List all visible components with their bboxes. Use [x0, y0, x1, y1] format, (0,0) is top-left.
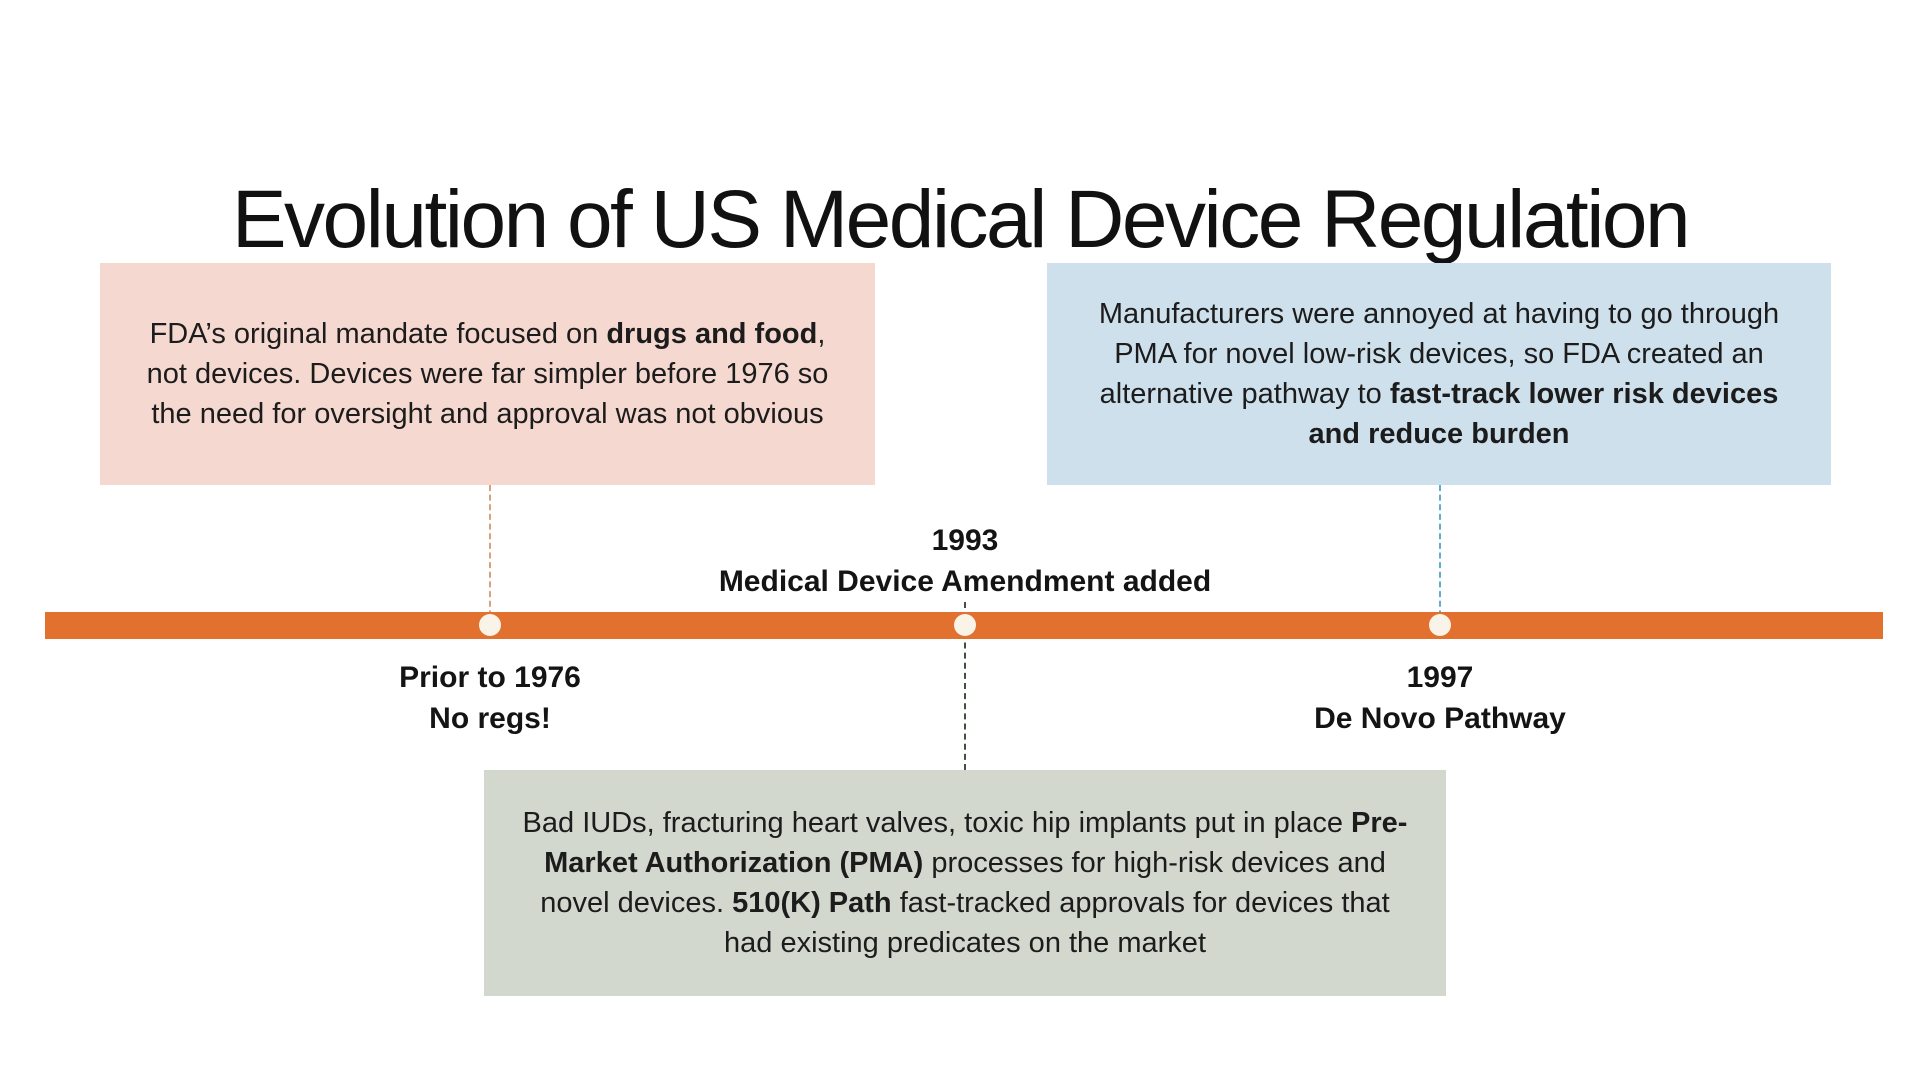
event-label-1993: 1993 Medical Device Amendment added	[565, 520, 1365, 602]
note-box-1997-de-novo: Manufacturers were annoyed at having to …	[1047, 263, 1831, 485]
event-label-1997: 1997 De Novo Pathway	[1190, 657, 1690, 739]
timeline-dot-1997	[1429, 614, 1451, 636]
event-caption-1997: De Novo Pathway	[1314, 702, 1566, 735]
timeline-dot-1993	[954, 614, 976, 636]
connector-line-pre-1976	[489, 485, 491, 626]
event-caption-1993: Medical Device Amendment added	[718, 565, 1212, 598]
note-text-1997-de-novo: Manufacturers were annoyed at having to …	[1098, 297, 1780, 451]
note-box-1993-amendment: Bad IUDs, fracturing heart valves, toxic…	[484, 770, 1446, 996]
note-text-1993-amendment: Bad IUDs, fracturing heart valves, toxic…	[522, 806, 1408, 960]
note-text-pre-1976: FDA’s original mandate focused on drugs …	[146, 317, 829, 430]
event-year-1993: 1993	[931, 524, 999, 557]
timeline-dot-pre-1976	[479, 614, 501, 636]
event-caption-pre-1976: No regs!	[429, 702, 551, 735]
event-label-pre-1976: Prior to 1976 No regs!	[240, 657, 740, 739]
slide-title: Evolution of US Medical Device Regulatio…	[231, 173, 1691, 265]
event-year-pre-1976: Prior to 1976	[399, 661, 581, 694]
event-year-1997: 1997	[1406, 661, 1474, 694]
note-box-pre-1976: FDA’s original mandate focused on drugs …	[100, 263, 875, 485]
connector-line-1997	[1439, 485, 1441, 626]
connector-line-1993	[964, 602, 966, 770]
